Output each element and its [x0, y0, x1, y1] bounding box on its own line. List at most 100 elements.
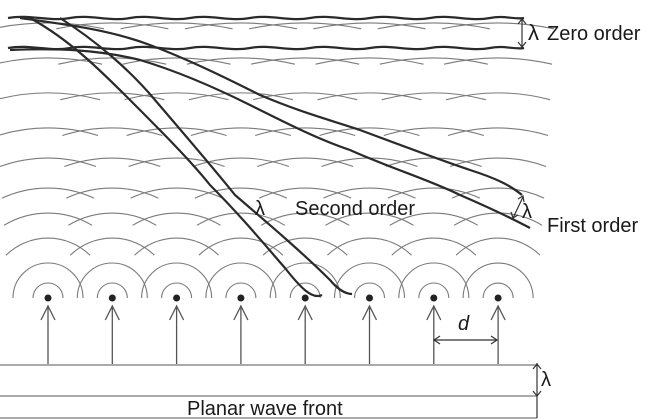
second-order-front-upper: [29, 17, 323, 298]
wavelet-arc: [1, 187, 95, 199]
wavelet-arc: [269, 262, 341, 299]
up-arrow-head: [297, 304, 313, 321]
wavelet-arc: [62, 127, 163, 137]
zero-order-fronts: [7, 15, 525, 51]
wavelet-arc: [3, 212, 93, 226]
point-source-icon: [430, 294, 438, 302]
wavelet-arc: [188, 92, 294, 101]
point-source-icon: [108, 294, 116, 302]
wavelet-arc: [333, 262, 406, 299]
wavelet-arc: [398, 262, 470, 299]
secondary-wavelets: [0, 22, 555, 299]
wavelet-arc: [0, 127, 99, 137]
up-arrow-head: [426, 304, 442, 321]
wavelet-arc: [385, 157, 482, 168]
wavelet-arc: [130, 187, 223, 199]
wavelet-arc: [262, 237, 348, 256]
wavelet-arc: [451, 187, 545, 199]
wavelet-arc: [255, 127, 356, 137]
wavelet-arc: [389, 212, 479, 226]
first-order-lambda-dimension: [510, 195, 525, 219]
up-arrow-head: [361, 304, 378, 321]
wavelet-arc: [323, 187, 416, 199]
wavelet-arc: [445, 92, 551, 101]
wavelet-arc: [64, 157, 161, 168]
wavelet-arc: [260, 212, 350, 226]
wavelet-arc: [441, 22, 555, 30]
wavelet-arc: [196, 212, 286, 226]
wavelet-arc: [289, 282, 321, 299]
second-order-lambda-label: λ: [255, 198, 265, 220]
wavelet-arc: [12, 262, 84, 299]
wavelet-arc: [447, 127, 549, 137]
slab-lambda-label: λ: [541, 369, 551, 391]
wavelet-arc: [32, 282, 64, 299]
wavelet-arc: [379, 57, 488, 65]
wavelet-arc: [315, 57, 424, 65]
wavelet-arc: [96, 282, 128, 299]
wavelet-arc: [128, 157, 225, 168]
up-arrow-head: [233, 304, 249, 321]
wavelet-arc: [0, 157, 97, 168]
second-order-front-lower: [59, 17, 353, 296]
zero-order-front-upper: [7, 15, 525, 21]
wavelet-arc: [319, 127, 420, 137]
wavelet-arc: [251, 57, 360, 65]
point-source-icon: [44, 294, 52, 302]
slab-lambda-dimension: [532, 363, 542, 418]
wavelet-arc: [126, 127, 227, 137]
wavelet-arc: [66, 187, 159, 199]
wavelet-arc: [76, 262, 148, 299]
wavelet-arc: [443, 57, 553, 65]
wavelet-arc: [134, 237, 219, 256]
wavelet-arc: [184, 22, 298, 30]
first-order-front-upper: [19, 16, 523, 196]
point-source-icon: [301, 294, 309, 302]
wavelet-arc: [0, 92, 101, 101]
wavelet-arc: [60, 92, 165, 101]
first-order-lambda-label: λ: [522, 201, 532, 223]
wavelet-arc: [325, 212, 414, 226]
wavelet-arc: [317, 92, 422, 101]
up-arrow-head: [490, 304, 506, 321]
wavelet-arc: [258, 187, 352, 199]
wavelet-arc: [124, 92, 229, 101]
wavelet-arc: [161, 282, 193, 299]
point-source-icon: [237, 294, 245, 302]
second-order-fronts: [29, 17, 353, 298]
wavelet-arc: [69, 237, 155, 256]
wavelet-arc: [56, 22, 169, 30]
wavelet-arc: [68, 212, 157, 226]
first-order-fronts: [9, 16, 531, 229]
first-order-front-lower: [9, 48, 531, 229]
wavelet-arc: [253, 92, 358, 101]
point-sources: [44, 294, 502, 302]
point-source-icon: [494, 294, 502, 302]
second-order-label: Second order: [295, 198, 415, 220]
wavelet-arc: [383, 127, 484, 137]
wavelet-arc: [194, 187, 288, 199]
slit-spacing-label: d: [458, 313, 470, 335]
first-order-label: First order: [547, 215, 638, 237]
wavelet-arc: [198, 237, 284, 256]
zero-order-lambda-label: λ: [528, 20, 539, 45]
wavelet-arc: [449, 157, 547, 168]
zero-order-label: Zero order: [547, 23, 641, 45]
wavelet-arc: [353, 282, 386, 299]
wavelet-arc: [122, 57, 231, 65]
wavelet-arc: [482, 282, 514, 299]
wavelet-arc: [186, 57, 296, 65]
wavelet-arc: [313, 22, 426, 30]
wavelet-arc: [5, 237, 91, 256]
planar-wave-slab: [0, 364, 537, 419]
wavelet-arc: [257, 157, 354, 168]
point-source-icon: [366, 294, 373, 302]
wavelet-arc: [0, 22, 105, 30]
wavelet-arc: [381, 92, 486, 101]
wavelet-arc: [462, 262, 534, 299]
propagation-arrows: [40, 304, 506, 364]
wavelet-arc: [418, 282, 450, 299]
wavelet-arc: [387, 187, 481, 199]
wavelet-arc: [327, 237, 412, 256]
